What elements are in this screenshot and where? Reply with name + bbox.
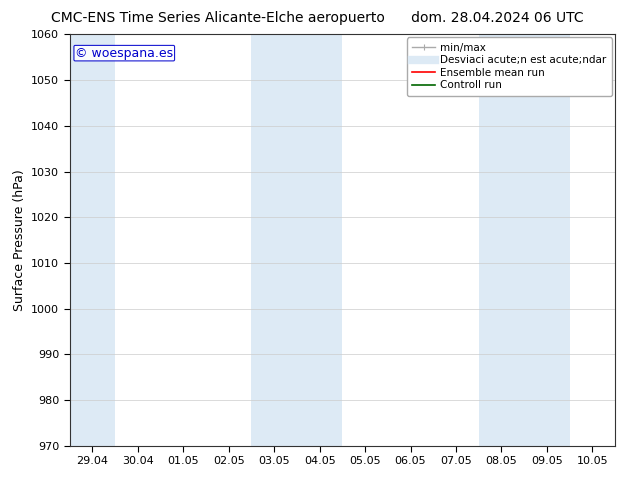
Bar: [479, 34, 569, 446]
Legend: min/max, Desviaci acute;n est acute;ndar, Ensemble mean run, Controll run: min/max, Desviaci acute;n est acute;ndar…: [407, 37, 612, 96]
Y-axis label: Surface Pressure (hPa): Surface Pressure (hPa): [13, 169, 25, 311]
Bar: [70, 34, 115, 446]
Text: CMC-ENS Time Series Alicante-Elche aeropuerto      dom. 28.04.2024 06 UTC: CMC-ENS Time Series Alicante-Elche aerop…: [51, 11, 583, 25]
Bar: [252, 34, 342, 446]
Text: © woespana.es: © woespana.es: [75, 47, 173, 60]
